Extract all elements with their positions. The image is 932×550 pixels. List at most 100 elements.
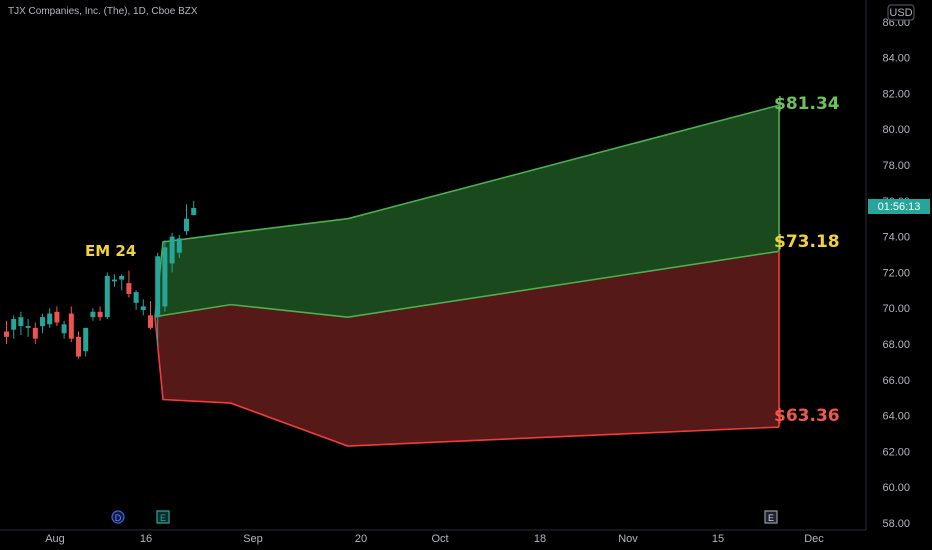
lower-band-fill (155, 251, 779, 447)
currency-badge[interactable]: USD (887, 4, 915, 21)
candle-body (162, 247, 168, 307)
candle (4, 320, 9, 344)
candle (133, 290, 139, 310)
candle-body (11, 318, 17, 330)
time-tick-label: Aug (45, 533, 65, 545)
candlestick-series (4, 200, 197, 359)
candle (119, 274, 125, 291)
time-tick-label: Sep (243, 533, 263, 545)
dividend-letter: D (115, 513, 122, 523)
candle-body (25, 326, 31, 328)
earnings-marker[interactable]: E (156, 510, 170, 524)
candle (162, 240, 168, 312)
candle-body (18, 317, 24, 327)
currency-label: USD (889, 7, 912, 19)
candle (104, 272, 110, 319)
candle-body (76, 336, 81, 357)
mid-price-label: $73.18 (774, 232, 840, 252)
price-tick-label: 62.00 (882, 446, 910, 458)
candle-body (47, 313, 53, 325)
candle-body (104, 275, 110, 318)
candle-body (140, 306, 146, 310)
candle (25, 318, 31, 337)
lower-price-label: $63.36 (774, 406, 840, 426)
candle-body (126, 283, 132, 294)
candle-body (176, 238, 182, 253)
candle (11, 315, 17, 339)
candle-body (90, 311, 96, 318)
price-axis[interactable]: 58.00 60.00 62.00 64.00 66.00 68.00 70.00 72.00… (882, 17, 910, 530)
candle-body (112, 279, 117, 282)
upper-price-label: $81.34 (774, 94, 840, 114)
earnings-icon (156, 510, 170, 524)
candle (169, 233, 175, 273)
candle (76, 331, 81, 359)
candle (54, 306, 60, 327)
mid-band-line (154, 250, 780, 318)
candle-body (97, 311, 103, 318)
candle (97, 306, 103, 321)
time-tick-label: Nov (618, 533, 638, 545)
candle (140, 299, 146, 316)
price-tick-label: 82.00 (882, 88, 910, 100)
symbol-title: TJX Companies, Inc. (The), 1D, Cboe BZX (8, 6, 198, 17)
time-tick-label: 16 (140, 533, 152, 545)
price-tick-label: 78.00 (882, 160, 910, 172)
dividend-icon (111, 510, 125, 524)
candle-body (68, 313, 74, 339)
candle (32, 322, 38, 344)
candle (90, 308, 96, 321)
lower-band-line (154, 317, 780, 447)
time-axis[interactable]: Aug 16 Sep 20 Oct 18 Nov 15 Dec (45, 533, 824, 545)
candle-body (61, 324, 67, 334)
time-tick-label: Oct (431, 533, 448, 545)
price-tick-label: 60.00 (882, 482, 910, 494)
candle-body (40, 317, 45, 327)
candle-body (119, 275, 125, 280)
earnings-letter: E (160, 513, 166, 523)
candle-body (4, 331, 9, 337)
candle-body (169, 236, 175, 264)
candle-body (155, 256, 161, 318)
candle (61, 320, 67, 339)
earnings-letter: E (768, 513, 774, 523)
time-tick-label: Dec (804, 533, 824, 545)
candle-body (133, 292, 139, 303)
candle-body (148, 315, 153, 328)
candle-body (83, 327, 89, 352)
candle (47, 308, 53, 328)
time-tick-label: 18 (534, 533, 546, 545)
candle (40, 313, 45, 334)
candle (126, 270, 132, 298)
candle (176, 234, 182, 259)
price-tick-label: 70.00 (882, 303, 910, 315)
dividend-marker[interactable]: D (111, 510, 125, 524)
price-tick-label: 68.00 (882, 339, 910, 351)
price-tick-label: 84.00 (882, 53, 910, 65)
candle (83, 327, 89, 357)
upper-band-line (154, 104, 780, 318)
price-tick-label: 74.00 (882, 232, 910, 244)
candle (155, 252, 161, 346)
em-annotation: EM 24 (85, 242, 136, 260)
candle (112, 274, 117, 287)
price-tick-label: 66.00 (882, 375, 910, 387)
candle-body (184, 218, 189, 232)
earnings-marker-future[interactable]: E (764, 510, 778, 524)
candle-body (54, 311, 60, 323)
time-tick-label: 20 (355, 533, 367, 545)
candle (191, 200, 197, 216)
countdown-text: 01:56:13 (878, 201, 921, 213)
time-tick-label: 15 (712, 533, 724, 545)
candle (184, 204, 189, 235)
price-tick-label: 58.00 (882, 518, 910, 530)
candle (68, 306, 74, 343)
expected-move-bands (154, 104, 780, 447)
price-tick-label: 72.00 (882, 267, 910, 279)
candle-body (32, 327, 38, 339)
upper-band-fill (155, 105, 779, 318)
earnings-icon (764, 510, 778, 524)
candle (148, 301, 153, 330)
candle-body (191, 207, 197, 216)
